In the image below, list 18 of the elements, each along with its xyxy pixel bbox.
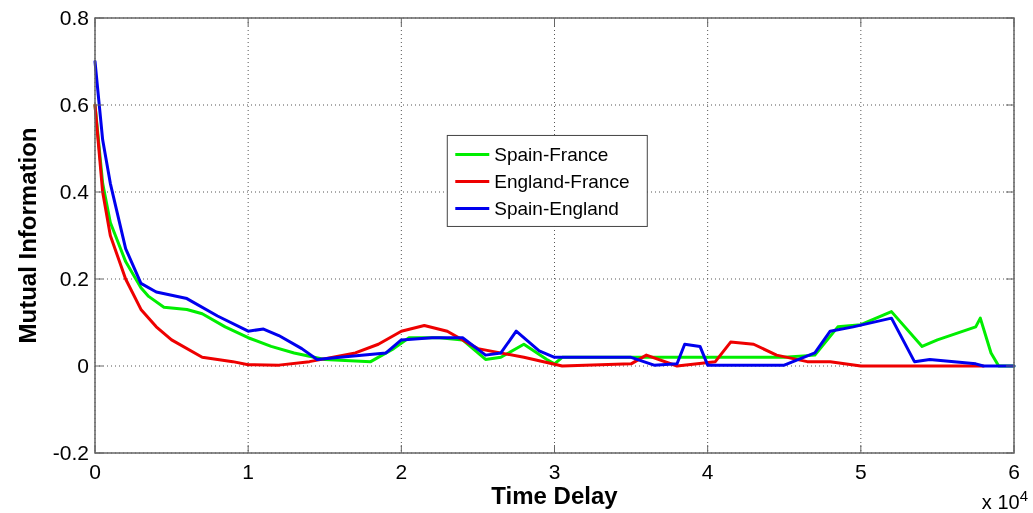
- legend-label: Spain-England: [494, 198, 619, 220]
- x-tick-label: 2: [395, 460, 408, 483]
- y-axis-title: Mutual Information: [14, 127, 41, 344]
- y-tick-label: 0.6: [59, 93, 89, 117]
- x-tick-label: 1: [242, 460, 255, 483]
- y-tick-label: 0: [77, 354, 89, 378]
- x-tick-label: 3: [548, 460, 561, 483]
- x-axis-title: Time Delay: [491, 482, 619, 509]
- x-tick-label: 5: [854, 460, 867, 483]
- legend-label: Spain-France: [494, 144, 609, 166]
- y-tick-label: 0.2: [59, 267, 89, 291]
- text: x 10$^{4}$: [981, 486, 1028, 513]
- x-tick-label: 6: [1008, 460, 1020, 483]
- y-tick-label: 0.8: [59, 6, 89, 30]
- legend-label: England-France: [494, 171, 630, 193]
- x-tick-label: 4: [701, 460, 714, 483]
- y-tick-label: -0.2: [52, 441, 89, 465]
- y-tick-label: 0.4: [59, 180, 90, 204]
